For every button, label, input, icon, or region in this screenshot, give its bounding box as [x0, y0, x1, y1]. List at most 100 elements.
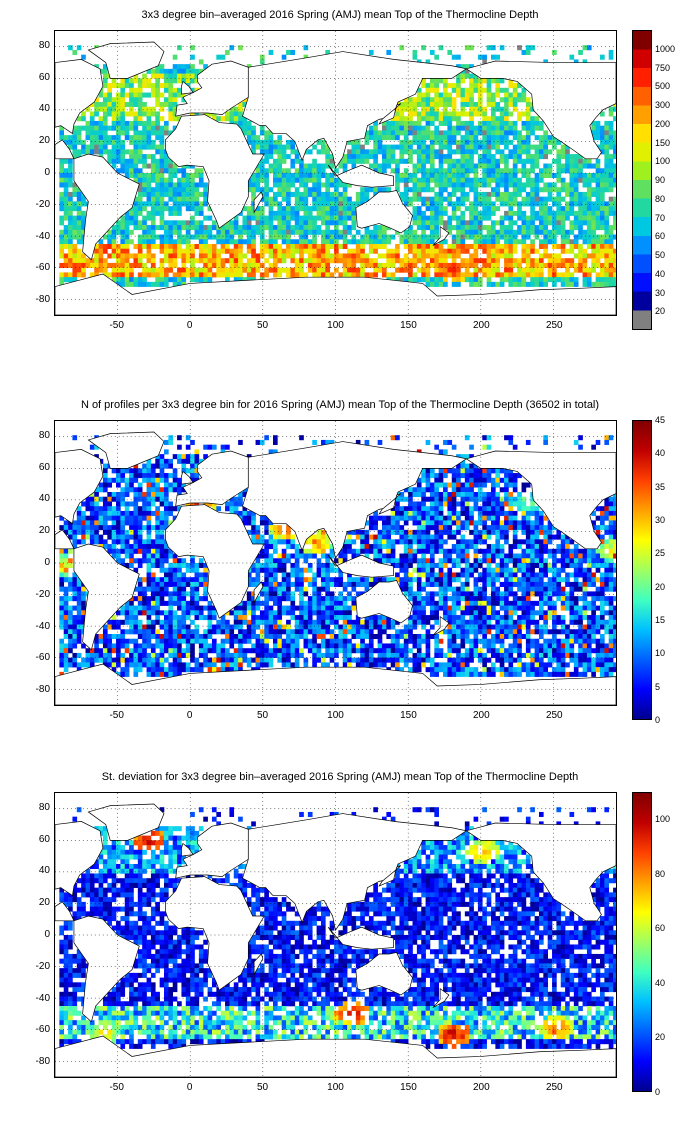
data-cell: [613, 211, 616, 216]
data-cell: [460, 468, 465, 473]
data-cell: [583, 201, 588, 206]
data-cell: [203, 192, 208, 197]
data-cell: [151, 121, 156, 126]
colorbar: [632, 30, 652, 330]
data-cell: [413, 258, 418, 263]
data-cell: [133, 116, 138, 121]
data-cell: [347, 225, 352, 230]
data-cell: [439, 473, 444, 478]
data-cell: [317, 192, 322, 197]
data-cell: [513, 173, 518, 178]
data-cell: [482, 272, 487, 277]
data-cell: [421, 511, 426, 516]
data-cell: [155, 487, 160, 492]
data-cell: [548, 192, 553, 197]
data-cell: [543, 154, 548, 159]
data-cell: [373, 126, 378, 131]
data-cell: [478, 473, 483, 478]
data-cell: [491, 168, 496, 173]
data-cell: [112, 239, 117, 244]
data-cell: [273, 178, 278, 183]
data-cell: [72, 263, 77, 268]
data-cell: [596, 135, 601, 140]
data-cell: [539, 197, 544, 202]
data-cell: [151, 159, 156, 164]
data-cell: [317, 168, 322, 173]
data-cell: [434, 497, 439, 502]
data-cell: [508, 258, 513, 263]
data-cell: [539, 178, 544, 183]
data-cell: [522, 258, 527, 263]
data-cell: [304, 211, 309, 216]
data-cell: [474, 544, 479, 549]
data-cell: [282, 55, 287, 60]
data-cell: [282, 239, 287, 244]
data-cell: [504, 102, 509, 107]
data-cell: [116, 244, 121, 249]
data-cell: [539, 516, 544, 521]
data-cell: [199, 201, 204, 206]
data-cell: [168, 501, 173, 506]
data-cell: [613, 263, 616, 268]
data-cell: [286, 244, 291, 249]
data-cell: [168, 253, 173, 258]
data-cell: [160, 235, 165, 240]
data-cell: [574, 211, 579, 216]
data-cell: [526, 178, 531, 183]
data-cell: [77, 130, 82, 135]
data-cell: [508, 253, 513, 258]
data-cell: [382, 539, 387, 544]
data-cell: [452, 130, 457, 135]
data-cell: [443, 102, 448, 107]
data-cell: [504, 435, 509, 440]
data-cell: [556, 220, 561, 225]
data-cell: [356, 268, 361, 273]
data-cell: [160, 249, 165, 254]
data-cell: [530, 506, 535, 511]
data-cell: [469, 216, 474, 221]
data-cell: [513, 244, 518, 249]
data-cell: [460, 154, 465, 159]
data-cell: [478, 220, 483, 225]
data-cell: [133, 111, 138, 116]
data-cell: [495, 93, 500, 98]
data-cell: [482, 154, 487, 159]
data-cell: [216, 116, 221, 121]
data-cell: [543, 145, 548, 150]
data-cell: [613, 225, 616, 230]
data-cell: [413, 516, 418, 521]
data-cell: [181, 459, 186, 464]
data-cell: [72, 525, 77, 530]
data-cell: [308, 554, 313, 559]
data-cell: [234, 107, 239, 112]
data-cell: [552, 216, 557, 221]
data-cell: [138, 211, 143, 216]
data-cell: [474, 492, 479, 497]
data-cell: [513, 168, 518, 173]
data-cell: [116, 116, 121, 121]
data-cell: [112, 539, 117, 544]
data-cell: [478, 282, 483, 287]
map-svg: [55, 421, 616, 705]
data-cell: [530, 197, 535, 202]
data-cell: [94, 520, 99, 525]
data-cell: [517, 268, 522, 273]
data-cell: [565, 558, 570, 563]
data-cell: [317, 225, 322, 230]
data-cell: [587, 239, 592, 244]
data-cell: [317, 544, 322, 549]
data-cell: [343, 239, 348, 244]
data-cell: [286, 168, 291, 173]
data-cell: [133, 78, 138, 83]
data-cell: [155, 126, 160, 131]
data-cell: [120, 225, 125, 230]
data-cell: [173, 64, 178, 69]
data-cell: [469, 145, 474, 150]
data-cell: [72, 192, 77, 197]
data-cell: [373, 249, 378, 254]
data-cell: [308, 168, 313, 173]
data-cell: [234, 111, 239, 116]
data-cell: [168, 511, 173, 516]
data-cell: [513, 130, 518, 135]
data-cell: [478, 563, 483, 568]
